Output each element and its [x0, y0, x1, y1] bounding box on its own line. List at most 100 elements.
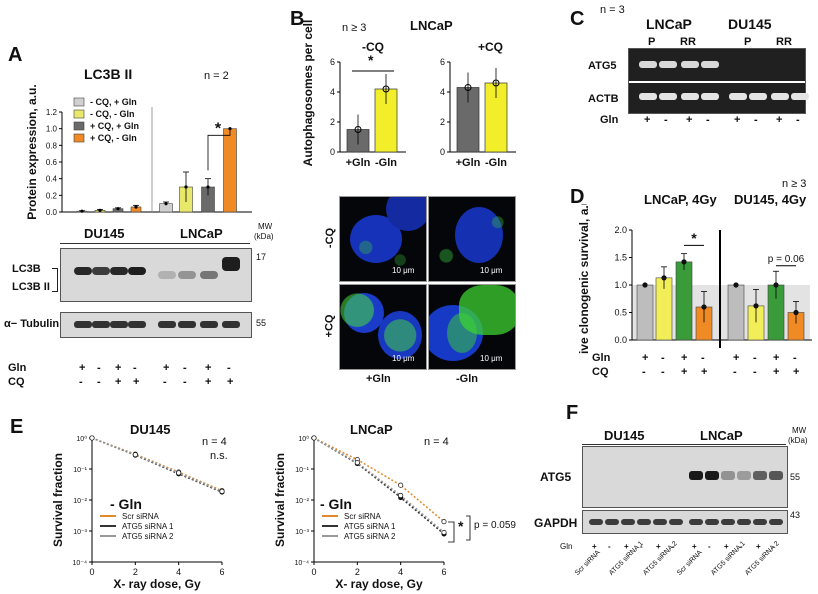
panel-c-actb-band — [749, 93, 767, 100]
panel-b-n: n ≥ 3 — [342, 22, 367, 34]
panel-b-title: LNCaP — [410, 18, 453, 33]
panel-a-legend-swatch — [73, 133, 85, 143]
panel-a-sign: - — [133, 362, 137, 374]
panel-a-sign: + — [115, 362, 122, 374]
micrograph-plus-cq-plus-gln — [339, 284, 427, 370]
panel-a-point — [184, 185, 188, 189]
panel-c-atg5-band — [639, 61, 657, 68]
panel-c-atg5-band — [701, 61, 719, 68]
panel-e-sig-bracket — [448, 521, 455, 543]
panel-e-ytick-label: 10⁰ — [298, 435, 309, 443]
panel-f-atg5-band — [721, 471, 735, 480]
panel-b-left-title: -CQ — [362, 40, 384, 54]
panel-b-ytick-label: 0 — [330, 147, 335, 157]
panel-a-ytick-label: 1.0 — [46, 125, 58, 134]
micrograph-plus-cq-minus-gln — [428, 284, 516, 370]
panel-c-sub-p2: P — [744, 36, 752, 48]
panel-b-ytick-label: 0 — [440, 147, 445, 157]
panel-d-ytick-label: 2.0 — [614, 225, 627, 235]
panel-a-point — [164, 202, 168, 206]
panel-a-mw-unit: (kDa) — [254, 232, 274, 241]
panel-c-band-actb: ACTB — [588, 93, 619, 105]
panel-c-band-atg5: ATG5 — [588, 60, 617, 72]
panel-e-legend-label: ATG5 siRNA 1 — [344, 522, 396, 531]
panel-e-left-ns: n.s. — [210, 450, 228, 462]
panel-d-ytick-label: 1.0 — [614, 280, 627, 290]
panel-c-atg5-band — [681, 61, 699, 68]
panel-b-col-plus-gln: +Gln — [366, 373, 391, 385]
panel-b-point — [464, 84, 472, 91]
panel-f-gapdh-band — [669, 519, 683, 525]
panel-b-point — [354, 126, 362, 133]
panel-f-gapdh-band — [605, 519, 619, 525]
panel-d-ytick-label: 1.5 — [614, 253, 627, 263]
panel-d-bar — [675, 261, 693, 341]
panel-f-sign: - — [672, 542, 675, 551]
panel-d-point — [661, 275, 667, 281]
panel-a-tubulin-band — [178, 321, 196, 328]
panel-a-blot-tubulin — [60, 312, 252, 338]
panel-f-sign: - — [640, 542, 643, 551]
panel-a-line-du145: DU145 — [84, 226, 125, 241]
panel-f-sign: - — [772, 542, 775, 551]
panel-a-lc3b-band — [222, 257, 240, 271]
panel-a-lc3b-band — [74, 267, 92, 275]
scale-4: 10 μm — [480, 354, 503, 363]
panel-d-ylabel: Relative clonogenic survival, a.u. — [577, 204, 591, 354]
panel-d-n: n ≥ 3 — [782, 178, 807, 190]
panel-a-legend-label: - CQ, + Gln — [90, 97, 137, 107]
panel-a-title: LC3B II — [84, 66, 133, 82]
panel-c-actb-band — [659, 93, 677, 100]
panel-a-ylabel: Protein expression, a.u. — [25, 84, 39, 219]
panel-c-actb-band — [639, 93, 657, 100]
panel-a-sign: - — [183, 362, 187, 374]
panel-f: F DU145 LNCaP MW (kDa) 55 ATG5 43 GAPDH … — [530, 400, 818, 594]
panel-e-point — [89, 435, 95, 441]
scale-3: 10 μm — [392, 354, 415, 363]
panel-b-ylabel: Autophagosomes per cell — [301, 20, 315, 167]
panel-a-tubulin-band — [110, 321, 128, 328]
panel-d-sign: + — [733, 352, 740, 364]
micrograph-minus-cq-minus-gln — [428, 196, 516, 282]
panel-c-sign: - — [796, 114, 800, 126]
panel-e-legend-label: Scr siRNA — [122, 512, 160, 521]
panel-e-right-title: LNCaP — [350, 422, 393, 437]
panel-e-condition-left: - Gln — [110, 496, 142, 512]
panel-a-ytick-label: 0.4 — [46, 175, 58, 184]
panel-c-actb-band — [701, 93, 719, 100]
panel-b-row-plus-cq: +CQ — [323, 314, 336, 338]
panel-e-xlabel: X- ray dose, Gy — [113, 577, 201, 591]
panel-e-right-n: n = 4 — [424, 436, 449, 448]
panel-b-ytick-label: 4 — [440, 87, 445, 97]
panel-c-blot — [628, 48, 809, 114]
panel-d-sign: - — [753, 352, 757, 364]
panel-a-point — [80, 209, 84, 213]
panel-a-blot-lc3b — [60, 248, 252, 302]
scale-1: 10 μm — [392, 266, 415, 275]
panel-a-label: A — [8, 44, 23, 66]
panel-f-sign: - — [740, 542, 743, 551]
panel-f-gapdh-band — [637, 519, 651, 525]
panel-e-condition-right: - Gln — [320, 496, 352, 512]
panel-f-label: F — [566, 402, 579, 424]
panel-e-ytick-label: 10⁻¹ — [295, 467, 309, 474]
panel-d-sign: - — [701, 352, 705, 364]
panel-f-mw-43: 43 — [790, 510, 801, 520]
panel-d-chart: 0.0 0.5 1.0 1.5 2.0 Relative clonogenic survi… — [577, 204, 812, 354]
panel-d-ytick-label: 0.0 — [614, 335, 627, 345]
panel-f-sirna-label: Scr siRNA — [574, 549, 602, 577]
panel-d-bar — [636, 284, 654, 341]
panel-f-gapdh-band — [621, 519, 635, 525]
panel-a-bar — [223, 128, 237, 213]
panel-f-atg5-band — [705, 471, 719, 480]
panel-a-sig-bracket — [207, 127, 231, 171]
panel-c-atg5-band — [659, 61, 677, 68]
panel-b-ytick-label: 6 — [440, 57, 445, 67]
panel-e-ytick-label: 10⁻¹ — [73, 467, 87, 474]
panel-d-sign: - — [661, 352, 665, 364]
panel-f-gapdh-band — [689, 519, 703, 525]
panel-d-row-gln-label: Gln — [592, 352, 611, 364]
panel-e-curve — [91, 437, 223, 493]
panel-b-col-minus-gln: -Gln — [456, 373, 478, 385]
panel-e-legend-label: Scr siRNA — [344, 512, 382, 521]
